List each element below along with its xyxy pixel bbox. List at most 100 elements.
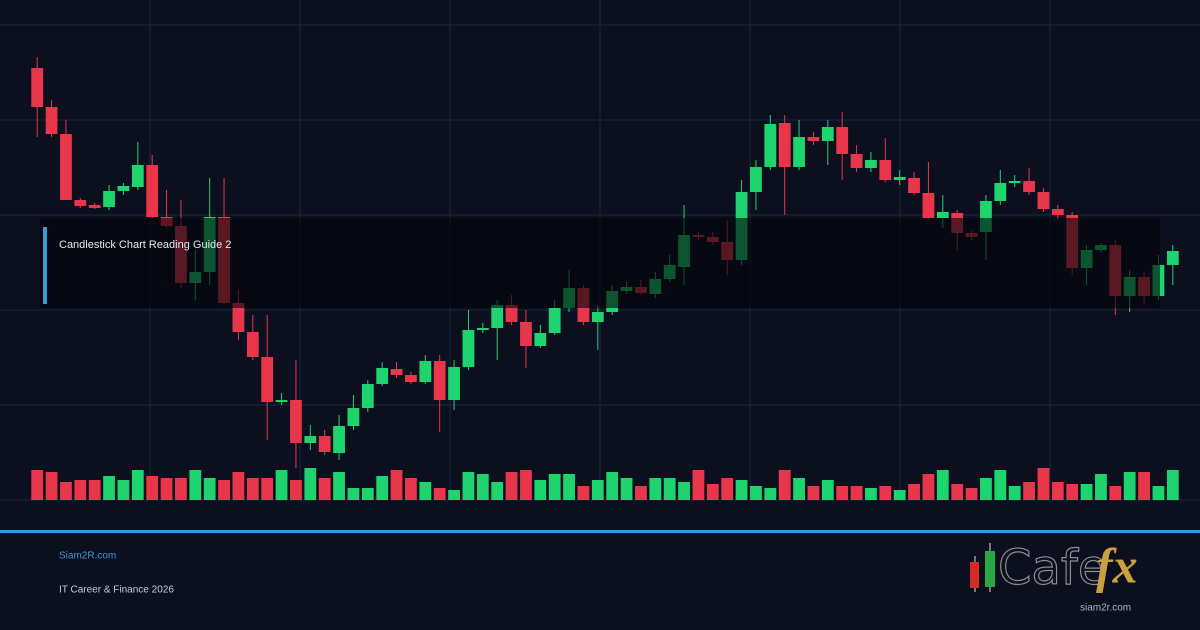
volume-bar (31, 470, 44, 500)
candle-body (103, 191, 115, 207)
volume-bar (548, 474, 561, 500)
volume-bar (175, 478, 187, 500)
candle-body (275, 400, 288, 402)
volume-bar (649, 478, 662, 500)
volume-bar (706, 484, 719, 500)
volume-bar (275, 470, 288, 500)
title-panel (40, 218, 1160, 308)
title: Candlestick Chart Reading Guide 2 (59, 239, 231, 251)
candle-body (88, 205, 101, 208)
candle-body (117, 186, 130, 191)
volume-bar (735, 480, 748, 500)
candle-body (448, 367, 460, 400)
candle-body (146, 165, 159, 217)
volume-bar (980, 478, 992, 500)
candle-body (1037, 192, 1050, 209)
volume-bar (390, 470, 403, 500)
candle-body (505, 305, 518, 322)
candle-body (131, 165, 144, 187)
volume-bar (635, 486, 647, 500)
volume-bar (476, 474, 489, 500)
candle-body (750, 167, 762, 192)
volume-bar (1138, 472, 1150, 500)
volume-bar (836, 486, 849, 500)
volume-bar (591, 480, 604, 500)
candle-body (980, 201, 992, 232)
candle-body (476, 328, 489, 330)
candle-body (821, 127, 834, 141)
candle-body (491, 305, 504, 328)
volume-bar (908, 484, 920, 500)
volume-bar (246, 478, 259, 500)
volume-bar (60, 482, 72, 500)
candle-body (361, 384, 374, 408)
footer-tagline: IT Career & Finance 2026 (59, 585, 174, 596)
volume-bar (433, 488, 446, 500)
volume-bar (505, 472, 518, 500)
volume-bar (721, 478, 734, 500)
candle-body (405, 375, 417, 382)
volume-bar (865, 488, 877, 500)
candle-body (1051, 209, 1064, 215)
candle-body (778, 123, 791, 167)
volume-bar (462, 472, 475, 500)
volume-bar (1051, 482, 1064, 500)
volume-bar (764, 488, 777, 500)
candle-body (74, 200, 87, 206)
candle-body (520, 322, 532, 346)
volume-bar (520, 470, 532, 500)
candle-body (793, 137, 805, 167)
volume-bar (146, 476, 159, 500)
volume-bar (1109, 486, 1122, 500)
volume-bar (103, 476, 115, 500)
candle-body (591, 312, 604, 322)
volume-bar (678, 482, 690, 500)
volume-bar (534, 480, 547, 500)
volume-bar (361, 488, 374, 500)
candle-body (994, 183, 1007, 201)
volume-bar (1123, 472, 1136, 500)
volume-bar (663, 478, 676, 500)
candle-body (45, 107, 58, 134)
title-accent (43, 227, 47, 304)
volume-bar (304, 468, 317, 500)
volume-bar (807, 486, 820, 500)
volume-bar (1008, 486, 1021, 500)
candle-body (1008, 181, 1021, 183)
volume-bar (189, 470, 202, 500)
candle-body (31, 68, 44, 107)
volume-bar (850, 486, 863, 500)
volume-bar (965, 488, 978, 500)
volume-bar (620, 478, 633, 500)
volume-bar (232, 472, 245, 500)
volume-bar (117, 480, 130, 500)
candle-body (376, 368, 389, 384)
candle-body (419, 361, 432, 382)
volume-bar (936, 470, 949, 500)
candle-body (548, 308, 561, 333)
volume-bar (893, 490, 906, 500)
volume-pane (31, 468, 1179, 500)
volume-bar (419, 482, 432, 500)
volume-bar (218, 480, 230, 500)
volume-bar (45, 472, 58, 500)
candle-body (850, 154, 863, 168)
candle-body (807, 137, 820, 141)
logo-icon (970, 562, 979, 588)
logo: Cafe fx siam2r.com (970, 537, 1138, 614)
candle-body (893, 177, 906, 180)
volume-bar (448, 490, 460, 500)
candle-body (1166, 251, 1179, 265)
volume-bar (750, 486, 762, 500)
volume-bar (879, 486, 892, 500)
candle-body (922, 193, 935, 218)
candle-body (318, 436, 331, 452)
candle-body (290, 400, 302, 443)
volume-bar (563, 474, 575, 500)
volume-bar (290, 480, 302, 500)
footer-rule (0, 530, 1200, 533)
volume-bar (692, 470, 705, 500)
volume-bar (261, 478, 274, 500)
candle-body (1023, 181, 1035, 192)
